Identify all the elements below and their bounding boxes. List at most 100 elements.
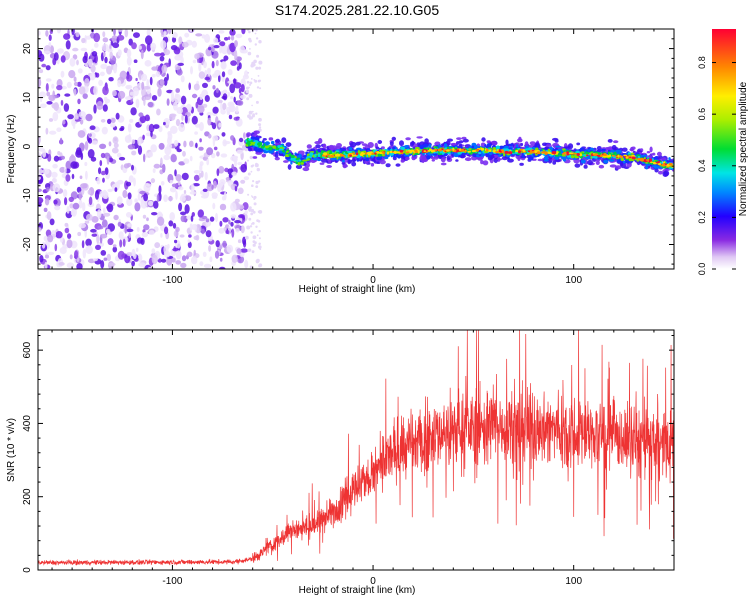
signal-band (473, 144, 478, 149)
noise-blob (171, 90, 174, 100)
signal-band (642, 154, 648, 157)
noise-blob (85, 170, 88, 180)
noise-blob (171, 257, 176, 263)
noise-blob (213, 146, 218, 151)
noise-blob (259, 126, 262, 129)
signal-peak (467, 150, 472, 153)
signal-core (298, 159, 302, 162)
noise-blob (230, 214, 237, 219)
noise-blob (219, 182, 224, 187)
noise-blob (128, 175, 134, 183)
noise-blob (112, 244, 117, 248)
signal-core (336, 156, 339, 160)
noise-blob (131, 42, 137, 50)
signal-halo (482, 160, 489, 166)
noise-blob (44, 254, 50, 259)
noise-blob (141, 81, 145, 90)
signal-band (258, 148, 264, 151)
noise-blob (122, 189, 128, 199)
signal-halo (652, 152, 656, 156)
signal-peak (617, 154, 620, 158)
signal-peak (382, 151, 385, 155)
noise-blob (230, 135, 235, 141)
noise-blob (249, 83, 252, 86)
noise-blob (112, 136, 119, 144)
noise-blob (238, 87, 242, 94)
signal-halo (491, 140, 497, 144)
signal-halo (246, 133, 250, 138)
signal-halo (311, 160, 316, 163)
noise-blob (216, 168, 220, 177)
noise-blob (141, 73, 148, 82)
signal-core (562, 148, 566, 151)
noise-blob (247, 193, 250, 196)
noise-blob (252, 63, 256, 67)
noise-blob (225, 230, 230, 234)
signal-halo (318, 138, 323, 144)
noise-blob (205, 218, 210, 223)
noise-blob (161, 258, 167, 263)
noise-blob (219, 41, 226, 47)
signal-band (666, 160, 670, 163)
noise-blob (113, 214, 119, 221)
noise-blob (240, 179, 246, 184)
noise-blob (219, 45, 223, 54)
noise-blob (90, 140, 99, 145)
signal-halo (519, 142, 524, 147)
noise-blob (251, 250, 255, 254)
signal-halo (334, 160, 338, 163)
noise-blob (64, 197, 68, 206)
signal-band (342, 159, 345, 163)
noise-blob (102, 104, 108, 112)
noise-blob (86, 213, 93, 221)
signal-halo (458, 140, 464, 144)
signal-core (542, 149, 546, 152)
noise-blob (255, 162, 258, 166)
noise-blob (180, 75, 185, 83)
noise-blob (183, 158, 190, 164)
signal-band (580, 159, 586, 164)
noise-blob (187, 239, 191, 243)
noise-blob (175, 226, 180, 233)
noise-blob (212, 85, 216, 90)
noise-blob (48, 118, 54, 122)
noise-blob (255, 66, 259, 70)
noise-blob (250, 208, 255, 213)
noise-blob (96, 209, 102, 219)
noise-blob (96, 100, 104, 110)
noise-blob (230, 60, 238, 66)
noise-blob (147, 200, 154, 207)
noise-blob (103, 212, 111, 217)
noise-blob (55, 231, 63, 239)
noise-blob (252, 180, 255, 183)
noise-blob (107, 238, 114, 246)
noise-blob (77, 98, 81, 105)
signal-halo (376, 161, 381, 164)
signal-halo (328, 159, 332, 164)
signal-halo (576, 142, 581, 146)
noise-blob (45, 65, 51, 71)
noise-blob (255, 37, 259, 40)
noise-blob (59, 247, 67, 254)
noise-blob (41, 63, 47, 68)
noise-blob (98, 79, 103, 86)
noise-blob (163, 244, 169, 255)
signal-halo (646, 151, 651, 154)
noise-blob (181, 255, 187, 262)
noise-blob (172, 222, 177, 229)
signal-peak (519, 148, 523, 151)
noise-blob (95, 72, 100, 78)
signal-band (601, 148, 606, 152)
noise-blob (125, 181, 132, 187)
signal-band (295, 153, 299, 156)
noise-blob (178, 123, 186, 132)
noise-blob (176, 148, 182, 153)
signal-halo (537, 158, 544, 162)
noise-blob (104, 167, 109, 176)
noise-blob (258, 242, 261, 245)
noise-blob (235, 33, 243, 39)
noise-blob (182, 150, 186, 157)
noise-blob (142, 229, 146, 233)
noise-blob (179, 195, 186, 202)
noise-blob (222, 89, 228, 94)
